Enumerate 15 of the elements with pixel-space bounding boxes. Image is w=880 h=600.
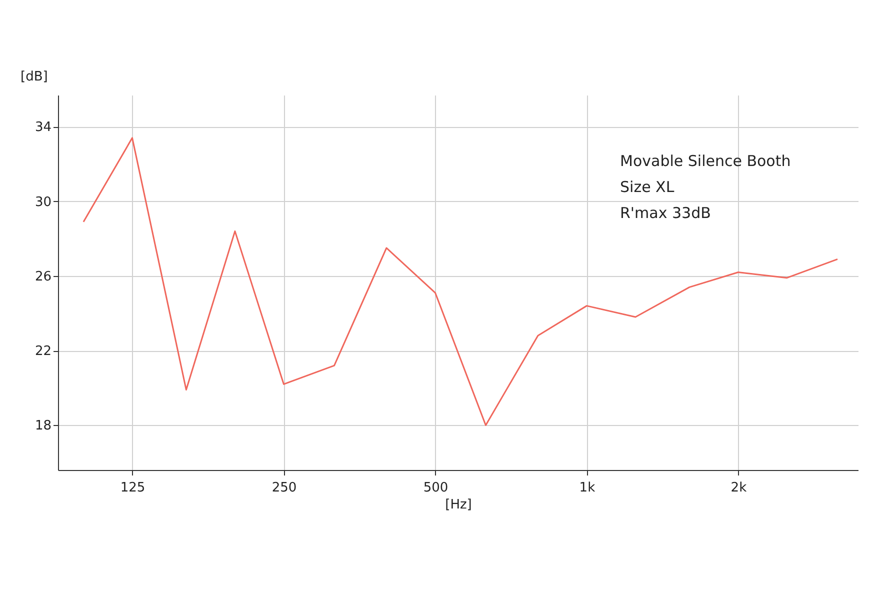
y-tick-label: 26 xyxy=(34,269,52,284)
y-tick-label: 18 xyxy=(34,418,52,434)
y-tick-label: 30 xyxy=(34,194,52,210)
x-tick-label: 1k xyxy=(579,480,596,496)
annotation: Size XL xyxy=(620,178,675,196)
x-tick-label: 2k xyxy=(730,480,748,496)
x-tick-label: 250 xyxy=(272,480,297,496)
annotation: Movable Silence Booth xyxy=(620,152,791,170)
x-tick-label: 500 xyxy=(423,480,448,496)
y-axis-title: [dB] xyxy=(20,70,48,84)
x-tick-label: 125 xyxy=(120,480,146,496)
y-tick-label: 34 xyxy=(34,120,52,136)
annotation: R'max 33dB xyxy=(620,204,711,222)
x-axis-title: [Hz] xyxy=(445,498,472,512)
y-tick-label: 22 xyxy=(34,344,52,360)
